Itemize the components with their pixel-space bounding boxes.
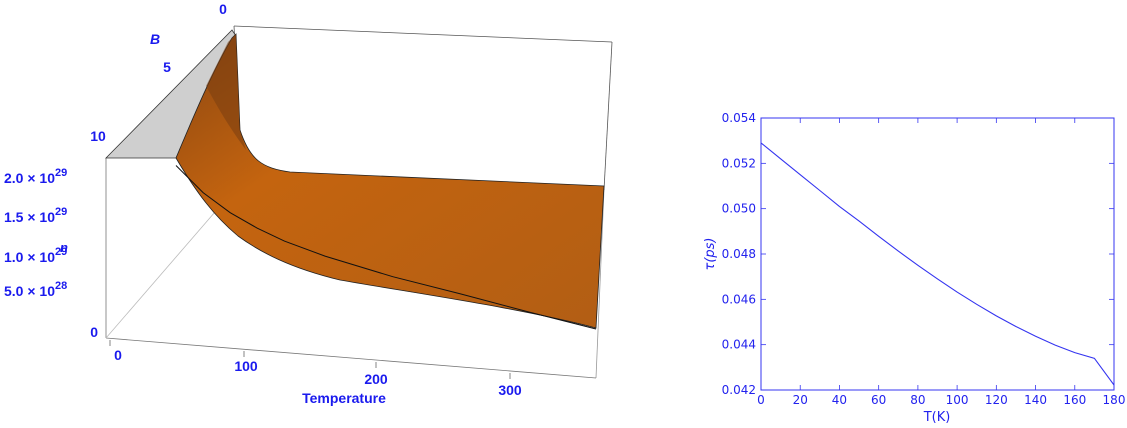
z-tick-label: 0 — [90, 324, 98, 340]
box-edge — [105, 189, 235, 339]
plot-frame — [760, 117, 1115, 391]
x-axis-label: T(K) — [923, 410, 951, 425]
x-axis-ticks: 0 20 40 60 80 100 120 140 160 180 — [757, 118, 1125, 407]
box-edge — [603, 41, 613, 191]
x-tick-label: 140 — [1024, 393, 1047, 407]
x-tick-label: 40 — [832, 393, 847, 407]
y-axis-label: B — [150, 31, 160, 47]
z-tick-label: 5.0 × 1028 — [4, 280, 67, 299]
y-tick-label: 0.044 — [722, 338, 756, 352]
y-axis-ticks: 0.042 0.044 0.046 0.048 0.050 0.052 0.054 — [722, 111, 1114, 397]
y-tick-label: 0.050 — [722, 202, 756, 216]
x-axis-label: Temperature — [302, 390, 386, 406]
y-tick-label: 0.054 — [722, 111, 756, 125]
surface-front-edge — [175, 165, 597, 330]
y-tick-label: 5 — [163, 59, 171, 75]
x-tick-label: 100 — [234, 358, 258, 374]
x-tick-label: 0 — [114, 347, 122, 363]
x-axis-ticks — [109, 340, 511, 379]
surface-shadow — [206, 34, 246, 150]
surface — [175, 33, 605, 329]
y-axis-label: τ(ps) — [703, 238, 718, 271]
x-tick-label: 120 — [985, 393, 1008, 407]
y-tick-label: 10 — [90, 128, 106, 144]
box-edge — [233, 25, 613, 43]
x-tick-label: 180 — [1103, 393, 1126, 407]
z-tick-labels: 0 5.0 × 1028 1.0 × 1029 1.5 × 1029 2.0 ×… — [4, 167, 98, 340]
z-tick-label: 1.5 × 1029 — [4, 206, 67, 225]
y-tick-label: 0.052 — [722, 156, 756, 170]
x-tick-label: 20 — [793, 393, 808, 407]
y-tick-label: 0.042 — [722, 383, 756, 397]
x-tick-label: 0 — [757, 393, 765, 407]
x-tick-label: 200 — [364, 371, 388, 387]
x-tick-label: 60 — [871, 393, 886, 407]
z-tick-label: 2.0 × 1029 — [4, 167, 67, 186]
z-tick-label: 1.0 × 1029 — [4, 246, 67, 265]
surface-3d-plot: 0 100 200 300 Temperature 0 5 10 B 0 5.0… — [4, 1, 613, 406]
z-axis-label: n — [60, 240, 68, 255]
y-tick-label: 0 — [219, 1, 227, 17]
x-tick-label: 100 — [946, 393, 969, 407]
box-edge — [595, 189, 605, 379]
line-plot: 0 20 40 60 80 100 120 140 160 180 0.042 0.044 0.046… — [703, 111, 1125, 425]
x-tick-label: 80 — [910, 393, 925, 407]
y-tick-label: 0.046 — [722, 292, 756, 306]
x-tick-label: 300 — [498, 382, 522, 398]
x-tick-label: 160 — [1063, 393, 1086, 407]
box-edge — [105, 337, 597, 379]
series-line — [760, 142, 1115, 386]
y-tick-label: 0.048 — [722, 247, 756, 261]
